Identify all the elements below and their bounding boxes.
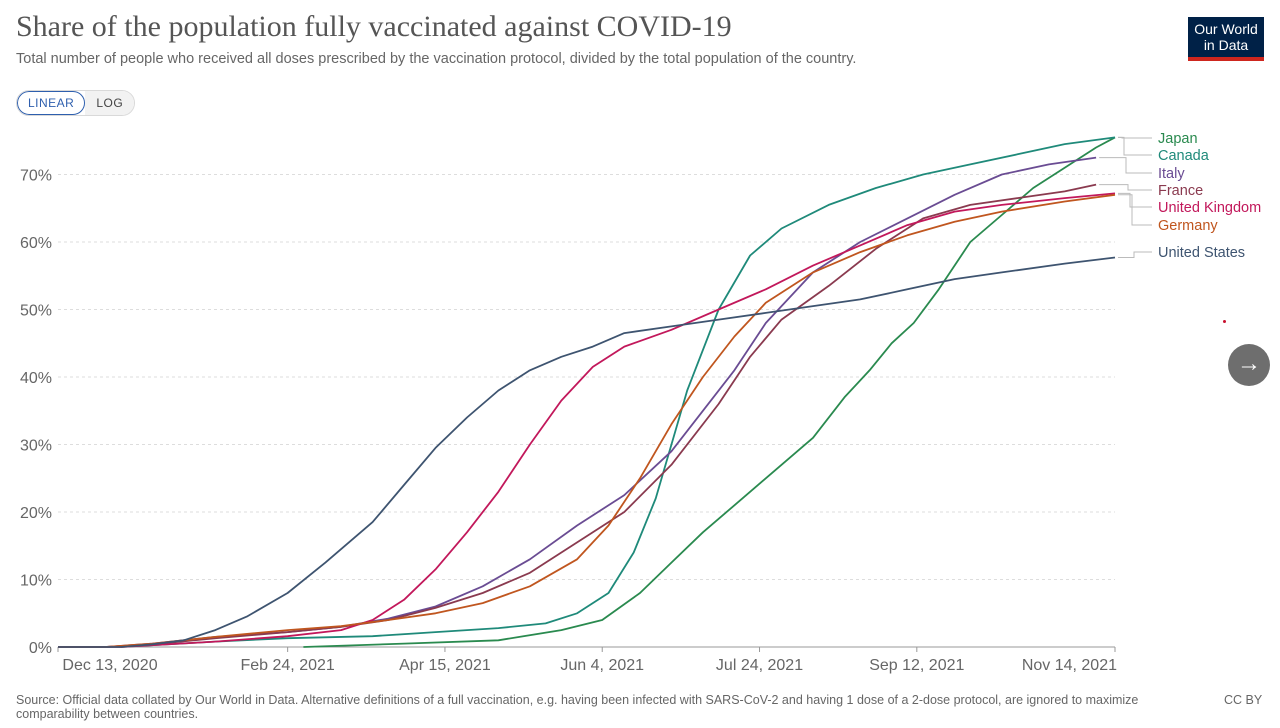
series-connector (1118, 192, 1152, 208)
series-label: United States (1158, 245, 1245, 261)
y-tick-label: 70% (20, 168, 52, 185)
y-tick-label: 10% (20, 573, 52, 590)
y-tick-label: 0% (29, 640, 52, 657)
decorative-dot (1223, 320, 1226, 323)
linear-scale-button[interactable]: LINEAR (17, 91, 86, 115)
line-chart: 0% 10% 20% 30% 40% 50% 60% 70% Dec 13, 2020 Feb 2… (20, 131, 1261, 674)
series-connector (1099, 157, 1152, 174)
logo-line-2: in Data (1203, 37, 1249, 53)
chart-title: Share of the population fully vaccinated… (16, 10, 732, 43)
logo-line-1: Our World (1194, 21, 1258, 37)
y-tick-label: 30% (20, 438, 52, 455)
series-line-canada (120, 136, 1116, 648)
series-label: Italy (1158, 166, 1185, 182)
y-tick-label: 20% (20, 505, 52, 522)
next-arrow-button[interactable]: → (1228, 344, 1270, 386)
x-tick-label: Jul 24, 2021 (716, 657, 803, 674)
series-line-united-states (58, 256, 1116, 648)
series-line-germany (58, 193, 1116, 648)
series-connector (1099, 184, 1152, 191)
x-tick-label: Nov 14, 2021 (1022, 657, 1117, 674)
series-label: Germany (1158, 218, 1218, 234)
series-connector (1118, 136, 1152, 156)
series-connector (1118, 251, 1152, 259)
scale-toggle: LINEAR LOG (16, 90, 136, 116)
x-tick-label: Jun 4, 2021 (560, 657, 644, 674)
y-tick-label: 50% (20, 303, 52, 320)
x-tick-label: Sep 12, 2021 (869, 657, 964, 674)
owid-logo[interactable]: Our World in Data (1188, 17, 1264, 61)
y-tick-label: 40% (20, 370, 52, 387)
series-connector (1118, 194, 1152, 226)
license-label[interactable]: CC BY (1224, 693, 1263, 707)
series-label: Japan (1158, 131, 1198, 147)
x-tick-label: Feb 24, 2021 (240, 657, 334, 674)
series-label: United Kingdom (1158, 200, 1261, 216)
series-line-italy (58, 156, 1097, 648)
y-tick-label: 60% (20, 235, 52, 252)
x-tick-label: Apr 15, 2021 (399, 657, 491, 674)
series-label: Canada (1158, 148, 1210, 164)
log-scale-button[interactable]: LOG (85, 91, 135, 115)
x-tick-label: Dec 13, 2020 (62, 657, 157, 674)
source-note: Source: Official data collated by Our Wo… (16, 693, 1139, 721)
series-line-france (58, 183, 1097, 648)
series-line-japan (303, 136, 1116, 648)
series-label: France (1158, 183, 1203, 199)
series-line-united-kingdom (58, 192, 1116, 648)
chart-subtitle: Total number of people who received all … (16, 51, 857, 67)
